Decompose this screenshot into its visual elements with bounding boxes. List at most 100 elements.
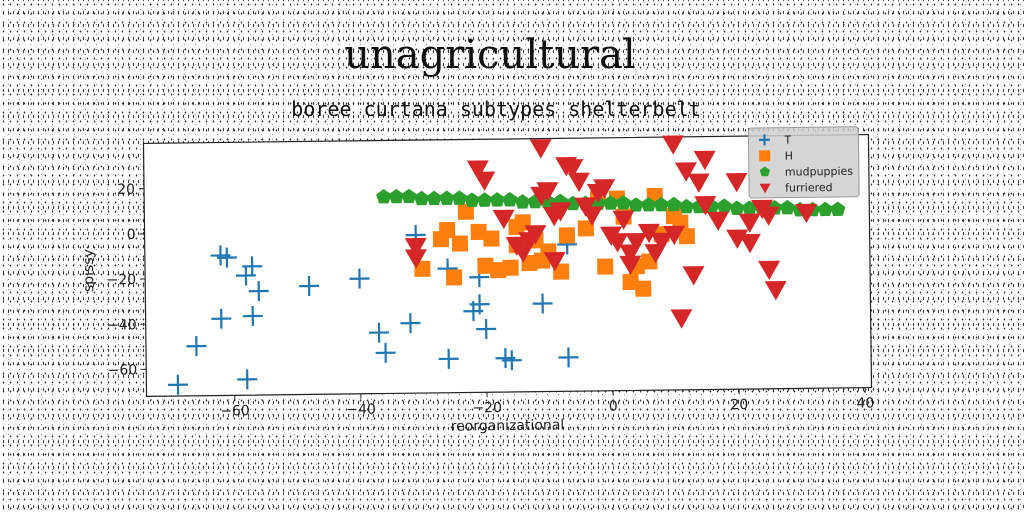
data-point — [401, 188, 417, 204]
data-point — [687, 173, 710, 193]
data-point — [489, 262, 507, 279]
data-point — [650, 232, 673, 253]
data-point — [615, 195, 631, 210]
legend-marker — [759, 150, 771, 162]
data-point — [502, 259, 519, 276]
data-point — [473, 171, 496, 191]
data-point — [426, 190, 442, 206]
data-point — [492, 209, 515, 230]
y-axis-label: spissy — [81, 249, 98, 292]
x-axis-label: reorganizational — [451, 417, 565, 434]
y-tick-label: −60 — [108, 362, 138, 378]
data-point — [593, 179, 616, 199]
series-furriered — [404, 135, 818, 329]
data-point — [725, 172, 748, 193]
data-point — [400, 313, 421, 334]
x-tick-label: 20 — [730, 397, 748, 413]
y-tick-label: −20 — [107, 272, 137, 288]
data-point — [625, 232, 648, 253]
data-point — [216, 247, 237, 268]
y-tick-label: −40 — [107, 317, 137, 333]
series-layer — [167, 135, 846, 395]
data-point — [242, 306, 263, 327]
y-tick-label: 20 — [117, 182, 135, 198]
data-point — [619, 255, 642, 275]
data-point — [670, 309, 693, 329]
data-point — [502, 191, 518, 207]
data-point — [716, 198, 732, 213]
data-point — [622, 273, 639, 291]
data-point — [529, 139, 552, 159]
data-point — [536, 182, 559, 202]
data-point — [469, 294, 490, 315]
chart-subtitle: boree curtana subtypes shelterbelt — [291, 97, 700, 121]
data-point — [167, 374, 188, 395]
data-point — [524, 225, 547, 245]
data-point — [457, 203, 474, 220]
data-point — [501, 350, 522, 371]
data-point — [674, 162, 697, 182]
data-point — [597, 258, 614, 275]
data-point — [464, 192, 480, 207]
data-point — [349, 268, 370, 289]
data-point — [694, 195, 717, 216]
data-point — [577, 220, 594, 237]
data-point — [388, 188, 404, 204]
data-point — [439, 221, 456, 239]
data-point — [521, 254, 538, 272]
legend-label: furriered — [785, 181, 833, 195]
data-point — [299, 275, 320, 297]
data-point — [612, 210, 635, 230]
data-point — [439, 190, 455, 205]
data-point — [764, 280, 787, 301]
data-point — [707, 211, 730, 231]
data-point — [375, 342, 396, 363]
legend-box — [747, 126, 860, 199]
y-tick-label: 0 — [127, 227, 136, 243]
data-point — [369, 322, 390, 343]
data-point — [758, 260, 781, 281]
chart-title: unagricultural — [344, 32, 635, 78]
data-point — [451, 190, 467, 205]
data-point — [549, 202, 572, 222]
legend-label: H — [785, 149, 793, 162]
data-point — [561, 159, 584, 179]
data-point — [693, 150, 716, 171]
series-H — [414, 187, 695, 297]
data-point — [779, 199, 795, 215]
data-point — [445, 269, 463, 286]
legend-marker — [758, 134, 770, 146]
data-point — [682, 266, 705, 286]
x-tick-label: 0 — [609, 399, 618, 415]
data-point — [242, 256, 263, 277]
x-tick-label: −40 — [346, 402, 376, 418]
data-point — [532, 293, 553, 314]
data-point — [186, 336, 207, 357]
x-tick-label: −60 — [220, 403, 250, 419]
data-point — [489, 192, 505, 207]
data-point — [729, 200, 745, 216]
x-tick-label: −20 — [472, 400, 502, 416]
data-point — [628, 197, 644, 212]
data-point — [376, 189, 392, 204]
data-point — [483, 230, 500, 247]
data-point — [738, 233, 761, 254]
data-point — [543, 252, 566, 272]
data-point — [817, 201, 833, 217]
data-point — [640, 197, 657, 212]
data-point — [635, 280, 652, 297]
data-point — [637, 223, 660, 244]
data-point — [661, 135, 684, 155]
data-point — [558, 347, 579, 368]
data-point — [476, 318, 497, 340]
series-T — [167, 224, 579, 395]
data-point — [248, 281, 269, 302]
data-point — [211, 308, 232, 329]
data-point — [553, 263, 570, 280]
plot-area: −60 −40 −20 0 20 40 20 0 −20 −40 −60 reorganizatio… — [81, 126, 874, 435]
data-point — [514, 194, 531, 209]
legend-label: T — [783, 134, 791, 147]
data-point — [404, 249, 427, 269]
